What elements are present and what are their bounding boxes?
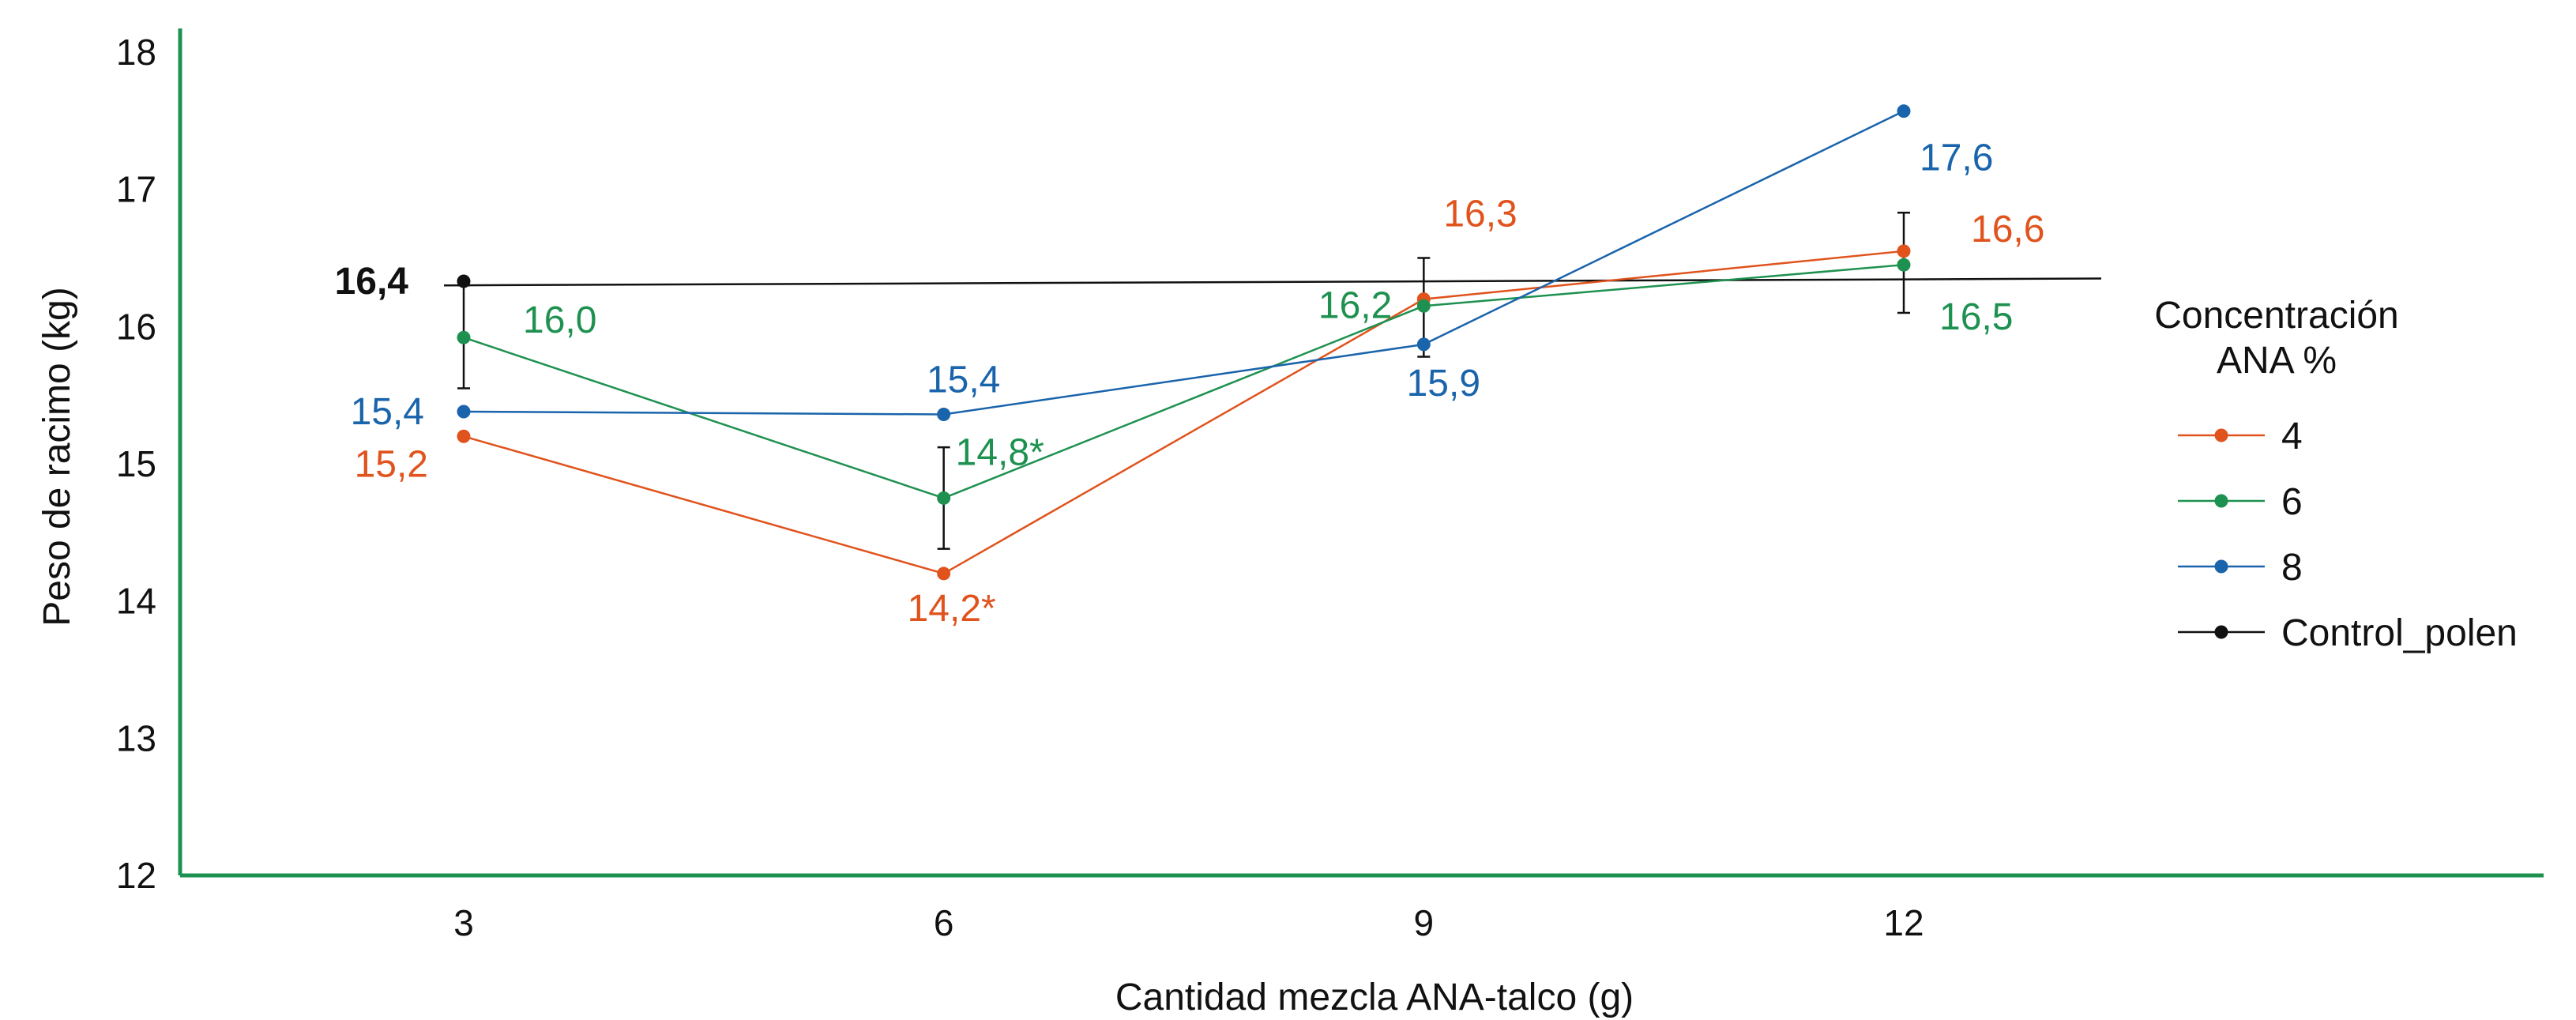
control-reference-line xyxy=(443,277,2102,287)
series-line-8 xyxy=(463,110,1905,416)
legend-label-6: 6 xyxy=(2281,481,2303,523)
y-axis-ticks: 12 13 14 15 16 17 18 xyxy=(116,32,156,896)
legend-marker-Control_polen xyxy=(2214,625,2228,639)
x-tick-label: 3 xyxy=(453,902,474,943)
series-point-6 xyxy=(457,330,471,344)
data-labels: 15,2 14,2* 16,3 16,6 16,0 14,8* 16,2 16,5 15,4 15… xyxy=(335,137,2045,630)
x-tick-label: 12 xyxy=(1883,902,1924,943)
legend-label-Control_polen: Control_polen xyxy=(2281,612,2518,654)
legend-marker-8 xyxy=(2214,559,2228,574)
legend-label-4: 4 xyxy=(2281,416,2303,457)
data-label-4: 14,2* xyxy=(908,588,996,630)
x-axis-ticks: 3 6 9 12 xyxy=(453,902,1924,943)
legend: Concentración ANA % 4 6 8 Control_polen xyxy=(2154,295,2518,654)
y-tick-label: 16 xyxy=(116,306,156,347)
legend-items: 4 6 8 Control_polen xyxy=(2178,416,2518,654)
data-label-8: 15,4 xyxy=(927,359,1000,401)
legend-title-line-1: Concentración xyxy=(2154,295,2399,337)
series-point-4 xyxy=(1897,244,1911,258)
series-point-6 xyxy=(1897,258,1911,272)
series-lines xyxy=(463,110,1905,575)
series-point-4 xyxy=(457,429,471,443)
series-point-8 xyxy=(1416,337,1431,352)
legend-marker-6 xyxy=(2214,494,2228,508)
y-tick-label: 13 xyxy=(116,717,156,758)
axes xyxy=(178,28,2544,878)
y-tick-label: 14 xyxy=(116,581,156,622)
data-label-6: 16,0 xyxy=(523,299,596,341)
legend-title-line-2: ANA % xyxy=(2217,340,2337,382)
data-label-4: 16,6 xyxy=(1971,209,2044,250)
series-point-6 xyxy=(1416,299,1431,313)
series-line-6 xyxy=(463,263,1905,499)
data-label-8: 15,4 xyxy=(351,391,424,433)
data-label-Control_polen: 16,4 xyxy=(335,261,409,303)
series-point-6 xyxy=(937,491,951,505)
legend-marker-4 xyxy=(2214,428,2228,442)
series-point-8 xyxy=(937,407,951,421)
error-bars xyxy=(457,211,1910,550)
x-tick-label: 6 xyxy=(934,902,954,943)
data-label-8: 15,9 xyxy=(1407,363,1480,405)
y-axis-title: Peso de racimo (kg) xyxy=(36,287,78,627)
series-point-4 xyxy=(937,566,951,581)
data-label-4: 15,2 xyxy=(355,443,428,485)
data-label-6: 16,5 xyxy=(1939,296,2013,338)
data-label-8: 17,6 xyxy=(1920,137,1993,179)
y-tick-label: 12 xyxy=(116,855,156,896)
data-label-6: 14,8* xyxy=(956,431,1044,473)
control-line xyxy=(443,277,2102,287)
series-point-8 xyxy=(1897,104,1911,119)
legend-label-8: 8 xyxy=(2281,547,2303,589)
y-tick-label: 18 xyxy=(116,32,156,73)
series-point-Control_polen xyxy=(457,274,471,288)
y-tick-label: 15 xyxy=(116,443,156,484)
series-line-4 xyxy=(463,250,1905,575)
series-points xyxy=(457,104,1911,581)
series-point-8 xyxy=(457,405,471,419)
data-label-4: 16,3 xyxy=(1443,194,1517,235)
data-label-6: 16,2 xyxy=(1318,284,1392,326)
x-axis-title: Cantidad mezcla ANA-talco (g) xyxy=(1115,977,1634,1018)
y-tick-label: 17 xyxy=(116,169,156,210)
x-tick-label: 9 xyxy=(1414,902,1435,943)
